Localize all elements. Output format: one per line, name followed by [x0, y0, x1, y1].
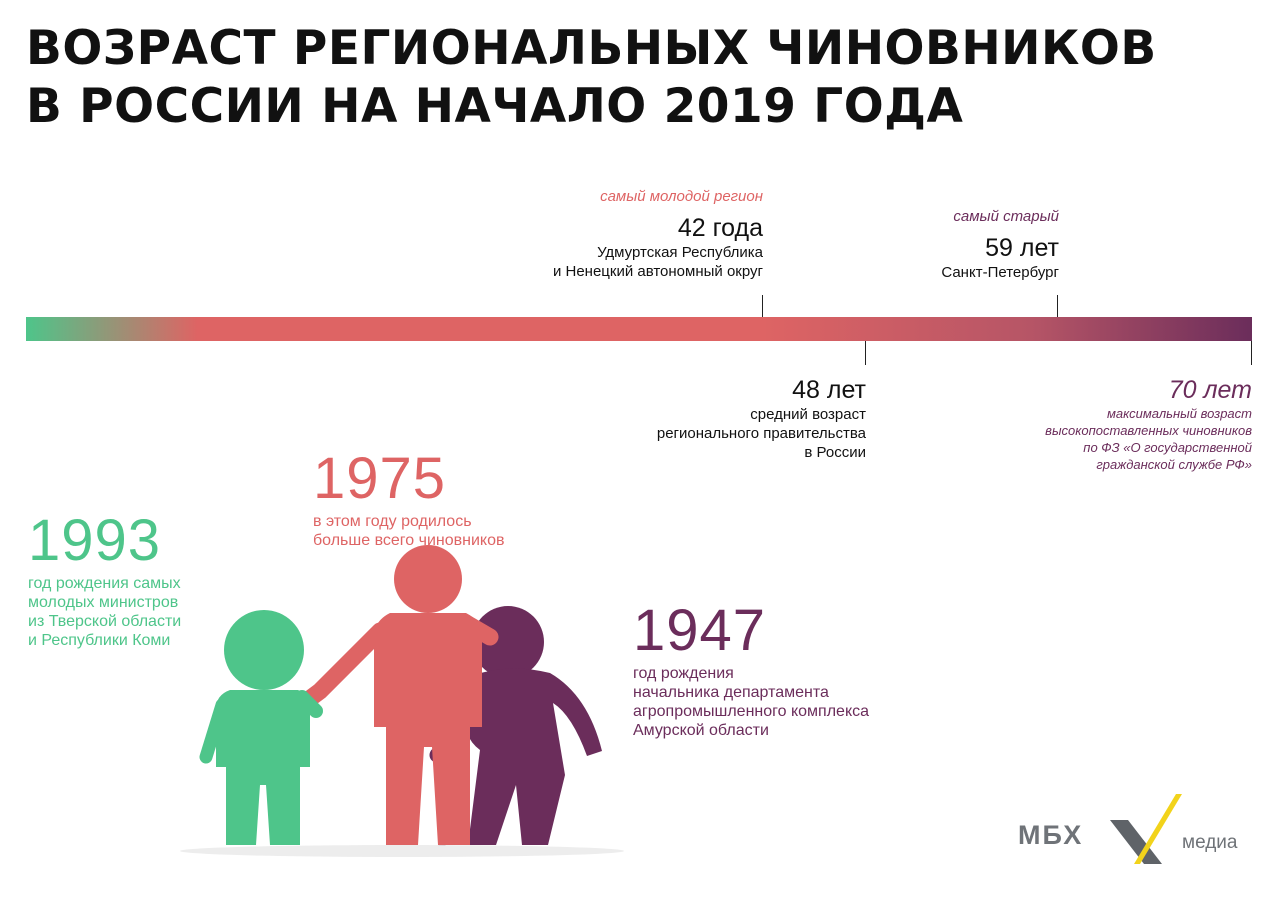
- maximum-line-3: по ФЗ «О государственной: [1083, 440, 1252, 455]
- year-1975-line-1: в этом году родилось: [313, 513, 472, 530]
- title-line-2: В РОССИИ НА НАЧАЛО 2019 ГОДА: [26, 79, 964, 134]
- child-figure-icon: [199, 610, 323, 845]
- year-1947-line-4: Амурской области: [633, 722, 769, 739]
- title-line-1: ВОЗРАСТ РЕГИОНАЛЬНЫХ ЧИНОВНИКОВ: [26, 21, 1157, 76]
- youngest-value: 42 года: [677, 214, 763, 242]
- year-1947: 1947: [633, 598, 767, 663]
- tick-average: [865, 341, 866, 365]
- year-1993-desc: год рождения самых молодых министров из …: [28, 574, 181, 650]
- tick-youngest: [762, 295, 763, 317]
- oldest-line-1: Санкт-Петербург: [941, 264, 1059, 281]
- age-timeline-bar: [26, 317, 1252, 341]
- oldest-value: 59 лет: [985, 234, 1059, 262]
- maximum-value: 70 лет: [1168, 376, 1252, 404]
- year-1947-line-2: начальника департамента: [633, 684, 829, 701]
- mbx-x-icon: [1110, 794, 1182, 864]
- marker-maximum-age: 70 лет максимальный возраст высокопостав…: [1045, 375, 1252, 473]
- year-1993-line-3: из Тверской области: [28, 613, 182, 630]
- page-title: ВОЗРАСТ РЕГИОНАЛЬНЫХ ЧИНОВНИКОВ В РОССИИ…: [26, 20, 1157, 136]
- maximum-line-2: высокопоставленных чиновников: [1045, 423, 1252, 438]
- year-1975-line-2: больше всего чиновников: [313, 532, 505, 549]
- year-1975-desc: в этом году родилось больше всего чиновн…: [313, 512, 504, 550]
- average-value: 48 лет: [792, 376, 866, 404]
- year-1993-callout: 1993 год рождения самых молодых министро…: [28, 512, 181, 650]
- logo-left-text: МБХ: [1018, 820, 1084, 850]
- average-line-3: в России: [804, 444, 866, 461]
- average-line-1: средний возраст: [750, 406, 866, 423]
- year-1993-line-1: год рождения самых: [28, 575, 181, 592]
- year-1993-line-2: молодых министров: [28, 594, 179, 611]
- maximum-line-4: гражданской службе РФ»: [1096, 457, 1252, 472]
- mbx-media-logo: МБХ медиа: [1012, 790, 1262, 870]
- year-1993-line-4: и Республики Коми: [28, 632, 171, 649]
- tick-maximum: [1251, 341, 1252, 365]
- marker-youngest-region: самый молодой регион 42 года Удмуртская …: [553, 188, 763, 281]
- ground-shadow: [180, 845, 624, 857]
- year-1993: 1993: [28, 508, 162, 573]
- logo-right-text: медиа: [1182, 832, 1238, 853]
- youngest-note: самый молодой регион: [600, 188, 763, 205]
- year-1947-callout: 1947 год рождения начальника департамент…: [633, 602, 869, 740]
- maximum-line-1: максимальный возраст: [1106, 406, 1252, 421]
- year-1975: 1975: [313, 446, 447, 511]
- year-1947-line-3: агропромышленного комплекса: [633, 703, 870, 720]
- generations-illustration: [180, 545, 624, 857]
- year-1947-desc: год рождения начальника департамента агр…: [633, 664, 869, 740]
- marker-average-age: 48 лет средний возраст регионального пра…: [657, 375, 866, 462]
- youngest-line-2: и Ненецкий автономный округ: [552, 263, 763, 280]
- youngest-line-1: Удмуртская Республика: [597, 244, 763, 261]
- average-line-2: регионального правительства: [656, 425, 866, 442]
- tick-oldest: [1057, 295, 1058, 317]
- year-1975-callout: 1975 в этом году родилось больше всего ч…: [313, 450, 504, 550]
- marker-oldest-region: самый старый 59 лет Санкт-Петербург: [941, 208, 1059, 282]
- adult-figure-icon: [299, 545, 499, 845]
- year-1947-line-1: год рождения: [633, 665, 734, 682]
- oldest-note: самый старый: [953, 208, 1059, 225]
